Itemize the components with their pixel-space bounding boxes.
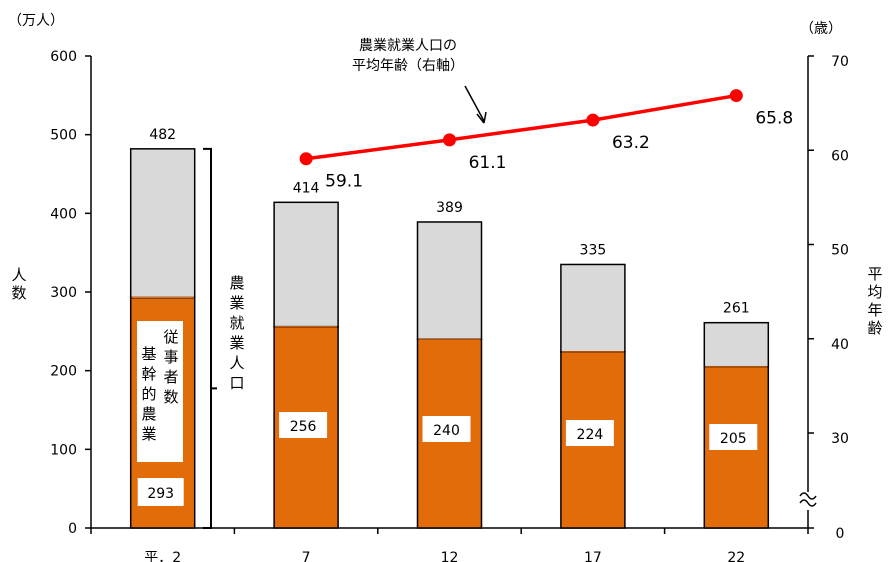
right-axis-unit: （歳）	[800, 21, 842, 37]
char: 農	[141, 405, 157, 423]
char: 均	[867, 283, 883, 301]
left-tick-label: 500	[50, 128, 77, 144]
char: 従	[163, 328, 179, 346]
bar-other	[416, 221, 483, 340]
core-value-label: 205	[720, 431, 747, 447]
char: 年	[867, 301, 883, 319]
char: 的	[141, 385, 157, 403]
bar-other	[703, 321, 770, 368]
right-tick-label: 70	[831, 54, 849, 70]
right-tick-label: 50	[831, 243, 849, 259]
total-label: 335	[580, 242, 607, 258]
axes: 0 100 200 300 400 500 600 平．2 7 12 17 22 0 30 40 50 60 70	[50, 49, 849, 562]
age-label: 59.1	[325, 172, 363, 192]
core-value-label: 224	[577, 427, 604, 443]
x-tick-label: 17	[584, 550, 602, 562]
left-axis-unit: （万人）	[8, 13, 64, 29]
right-tick-label: 30	[831, 431, 849, 447]
left-tick-label: 400	[50, 206, 77, 222]
core-value-box	[279, 412, 328, 438]
bar-other	[129, 148, 196, 299]
left-tick-label: 100	[50, 442, 77, 458]
char: 業	[229, 334, 245, 352]
age-line	[299, 89, 743, 166]
age-point	[586, 113, 600, 127]
age-label: 63.2	[612, 133, 650, 153]
core-value-label: 293	[147, 486, 174, 502]
char: 人	[11, 266, 27, 284]
callout-line: 農業就業人口の	[359, 38, 457, 54]
labels: 482 414 389 335 261 293 256 240 224 205 59.1 61.1 63…	[137, 85, 793, 529]
callout-line: 平均年齢（右軸）	[352, 58, 464, 74]
total-label: 482	[149, 127, 176, 143]
total-label: 389	[436, 200, 463, 216]
left-tick-label: 0	[68, 521, 77, 537]
age-label: 61.1	[469, 153, 507, 173]
core-value-box	[709, 424, 758, 450]
x-tick-label: 7	[302, 550, 311, 562]
left-tick-label: 300	[50, 285, 77, 301]
age-point	[299, 152, 313, 166]
char: 事	[163, 348, 179, 366]
char: 就	[229, 314, 245, 332]
age-point	[729, 89, 743, 103]
right-axis-title: 平均年齢	[866, 265, 884, 337]
char: 業	[229, 294, 245, 312]
char: 人	[229, 354, 245, 372]
bar-other	[560, 263, 626, 353]
core-label-a: 基幹的農業	[140, 344, 158, 444]
callout-arrowhead	[476, 111, 487, 124]
line-callout: 農業就業人口の 平均年齢（右軸）	[338, 36, 478, 76]
char: 幹	[141, 365, 157, 383]
total-label: 414	[293, 180, 320, 196]
x-tick-label: 12	[441, 550, 459, 562]
core-value-box	[137, 478, 184, 506]
bar-other	[273, 201, 339, 328]
core-value-box	[422, 416, 471, 442]
core-label-b: 従事者数	[162, 327, 180, 407]
char: 数	[163, 388, 179, 406]
char: 業	[141, 425, 157, 443]
age-line-path	[305, 93, 737, 161]
char: 平	[867, 265, 883, 283]
char: 齢	[867, 319, 883, 337]
core-worker-label-box	[137, 321, 183, 462]
core-value-label: 256	[290, 419, 317, 435]
char: 者	[163, 368, 179, 386]
x-tick-label: 平．2	[144, 550, 181, 562]
left-tick-label: 600	[50, 49, 77, 65]
char: 農	[229, 274, 245, 292]
char: 口	[229, 374, 245, 392]
total-label: 261	[723, 301, 750, 317]
axis-break-mark	[799, 492, 817, 507]
char: 基	[141, 345, 157, 363]
callout-arrow	[464, 85, 485, 122]
right-tick-label: 0	[836, 526, 845, 542]
age-label: 65.8	[755, 109, 793, 129]
total-bracket	[203, 147, 217, 529]
right-tick-label: 40	[831, 337, 849, 353]
age-point	[443, 133, 456, 147]
left-tick-label: 200	[50, 364, 77, 380]
right-tick-label: 60	[831, 148, 849, 164]
core-value-label: 240	[433, 423, 460, 439]
x-tick-label: 22	[727, 550, 745, 562]
left-axis-title: 人数	[10, 266, 28, 302]
core-value-box	[565, 420, 614, 446]
total-bracket-label: 農業就業人口	[228, 273, 246, 393]
char: 数	[11, 284, 27, 302]
